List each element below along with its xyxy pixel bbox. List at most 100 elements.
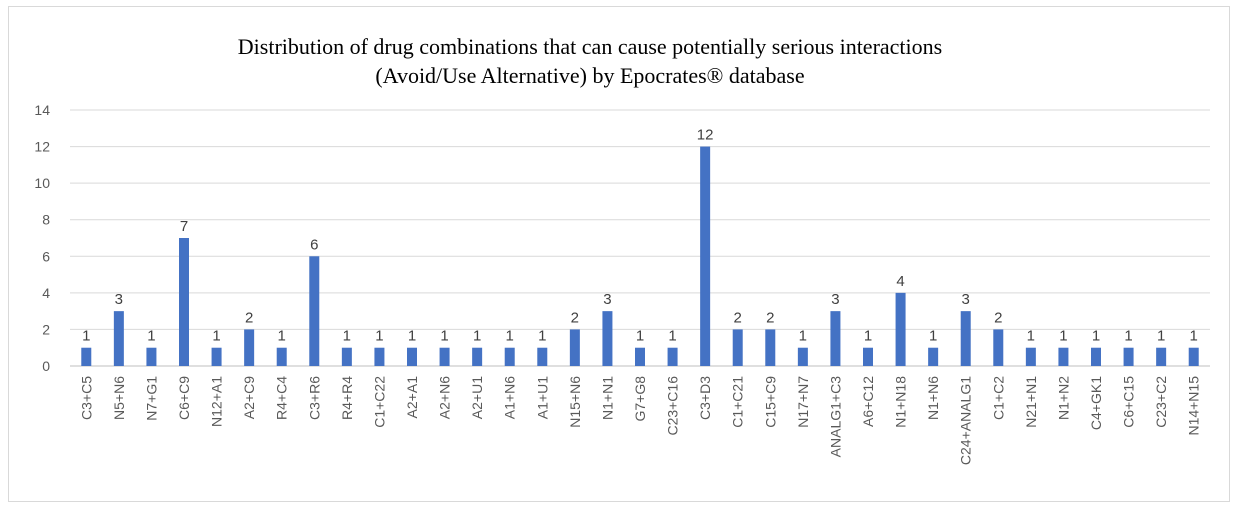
- x-tick-label: C1+C21: [730, 376, 746, 428]
- bar: [1091, 347, 1101, 366]
- x-tick-label: R4+R4: [339, 376, 355, 420]
- data-label: 1: [929, 328, 937, 345]
- data-label: 1: [1190, 328, 1198, 345]
- data-label: 4: [896, 273, 904, 290]
- data-label: 1: [473, 328, 481, 345]
- data-label: 2: [734, 309, 742, 326]
- data-label: 1: [1027, 328, 1035, 345]
- data-label: 1: [408, 328, 416, 345]
- bar: [830, 311, 841, 366]
- y-tick-label: 0: [42, 358, 50, 374]
- x-tick-label: C24+ANALG1: [958, 376, 974, 465]
- bar: [113, 311, 124, 366]
- x-tick-label: N21+N1: [1023, 376, 1039, 428]
- bar: [374, 347, 385, 366]
- bar: [732, 329, 743, 366]
- bar: [1188, 347, 1199, 366]
- bar: [439, 347, 450, 366]
- data-label: 1: [1124, 328, 1132, 345]
- chart-title-line-2: (Avoid/Use Alternative) by Epocrates® da…: [375, 63, 805, 88]
- bar: [993, 329, 1004, 366]
- data-label: 1: [636, 328, 644, 345]
- data-label: 1: [343, 328, 351, 345]
- data-label: 1: [1092, 328, 1100, 345]
- bar: [504, 347, 515, 366]
- bar: [1058, 347, 1069, 366]
- bar: [1156, 347, 1167, 366]
- data-label: 1: [799, 328, 807, 345]
- bar: [863, 347, 873, 366]
- x-tick-label: C6+C9: [176, 376, 192, 420]
- data-label: 6: [310, 236, 318, 253]
- x-tick-label: ANALG1+C3: [827, 376, 843, 458]
- bar: [341, 347, 352, 366]
- x-tick-label: A2+U1: [469, 376, 485, 419]
- x-tick-label: N12+A1: [209, 376, 225, 427]
- bar: [765, 329, 776, 366]
- data-label: 3: [962, 291, 970, 308]
- bar: [1123, 347, 1134, 366]
- x-tick-label: C3+R6: [306, 376, 322, 420]
- data-label: 1: [440, 328, 448, 345]
- data-label: 1: [147, 328, 155, 345]
- x-tick-label: N1+N18: [893, 376, 909, 428]
- bar: [309, 256, 320, 366]
- bar: [537, 347, 548, 366]
- x-tick-label: N15+N6: [567, 376, 583, 428]
- bar: [211, 347, 222, 366]
- bar: [700, 146, 711, 366]
- x-tick-label: N17+N7: [795, 376, 811, 428]
- y-tick-label: 2: [42, 321, 50, 337]
- bar: [797, 347, 808, 366]
- x-tick-label: N5+N6: [111, 376, 127, 420]
- bar: [928, 347, 939, 366]
- bar: [81, 347, 92, 366]
- chart-title: Distribution of drug combinations that c…: [0, 32, 1180, 90]
- x-tick-label: N1+N1: [599, 376, 615, 420]
- data-label: 1: [864, 328, 872, 345]
- x-tick-label: C1+C22: [371, 376, 387, 428]
- x-tick-label: N7+G1: [143, 376, 159, 421]
- x-tick-label: A1+U1: [534, 376, 550, 419]
- data-label: 2: [245, 309, 253, 326]
- data-label: 3: [603, 291, 611, 308]
- x-tick-label: A2+A1: [404, 376, 420, 419]
- data-label: 1: [538, 328, 546, 345]
- data-label: 2: [571, 309, 579, 326]
- x-tick-label: N1+N2: [1055, 376, 1071, 420]
- data-label: 1: [668, 328, 676, 345]
- x-tick-label: C6+C15: [1121, 376, 1137, 428]
- data-label: 3: [115, 291, 123, 308]
- data-label: 2: [766, 309, 774, 326]
- x-tick-label: C15+C9: [762, 376, 778, 428]
- y-tick-label: 6: [42, 248, 50, 264]
- y-tick-label: 12: [34, 139, 50, 155]
- data-label: 2: [994, 309, 1002, 326]
- bar: [667, 347, 678, 366]
- x-tick-label: G7+G8: [632, 376, 648, 422]
- x-tick-label: A2+N6: [437, 376, 453, 419]
- x-tick-label: C23+C16: [665, 376, 681, 436]
- data-label: 1: [506, 328, 514, 345]
- bar: [569, 329, 580, 366]
- y-tick-label: 10: [34, 175, 50, 191]
- y-tick-label: 4: [42, 285, 50, 301]
- bar: [179, 238, 189, 366]
- x-tick-label: C3+D3: [697, 376, 713, 420]
- x-tick-label: A6+C12: [860, 376, 876, 427]
- bar: [602, 311, 613, 366]
- bar: [244, 329, 255, 366]
- chart-title-line-1: Distribution of drug combinations that c…: [237, 34, 943, 59]
- bar: [407, 347, 417, 366]
- chart-frame: [8, 6, 1230, 502]
- bar: [146, 347, 157, 366]
- data-label: 1: [212, 328, 220, 345]
- x-tick-label: C4+GK1: [1088, 376, 1104, 430]
- bar: [960, 311, 971, 366]
- x-tick-label: A2+C9: [241, 376, 257, 419]
- data-label: 3: [831, 291, 839, 308]
- data-label: 1: [1157, 328, 1165, 345]
- data-label: 1: [278, 328, 286, 345]
- bar: [472, 347, 483, 366]
